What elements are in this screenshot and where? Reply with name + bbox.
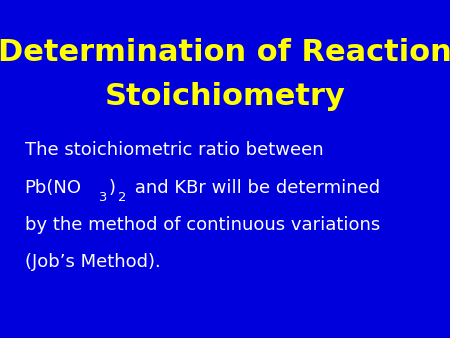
Text: The stoichiometric ratio between: The stoichiometric ratio between xyxy=(25,141,324,160)
Text: Determination of Reaction: Determination of Reaction xyxy=(0,38,450,67)
Text: Pb(NO: Pb(NO xyxy=(25,178,82,197)
Text: 2: 2 xyxy=(118,191,126,203)
Text: Stoichiometry: Stoichiometry xyxy=(104,82,346,111)
Text: and KBr will be determined: and KBr will be determined xyxy=(129,178,380,197)
Text: ): ) xyxy=(109,178,116,197)
Text: by the method of continuous variations: by the method of continuous variations xyxy=(25,216,380,234)
Text: (Job’s Method).: (Job’s Method). xyxy=(25,253,161,271)
Text: 3: 3 xyxy=(98,191,107,203)
